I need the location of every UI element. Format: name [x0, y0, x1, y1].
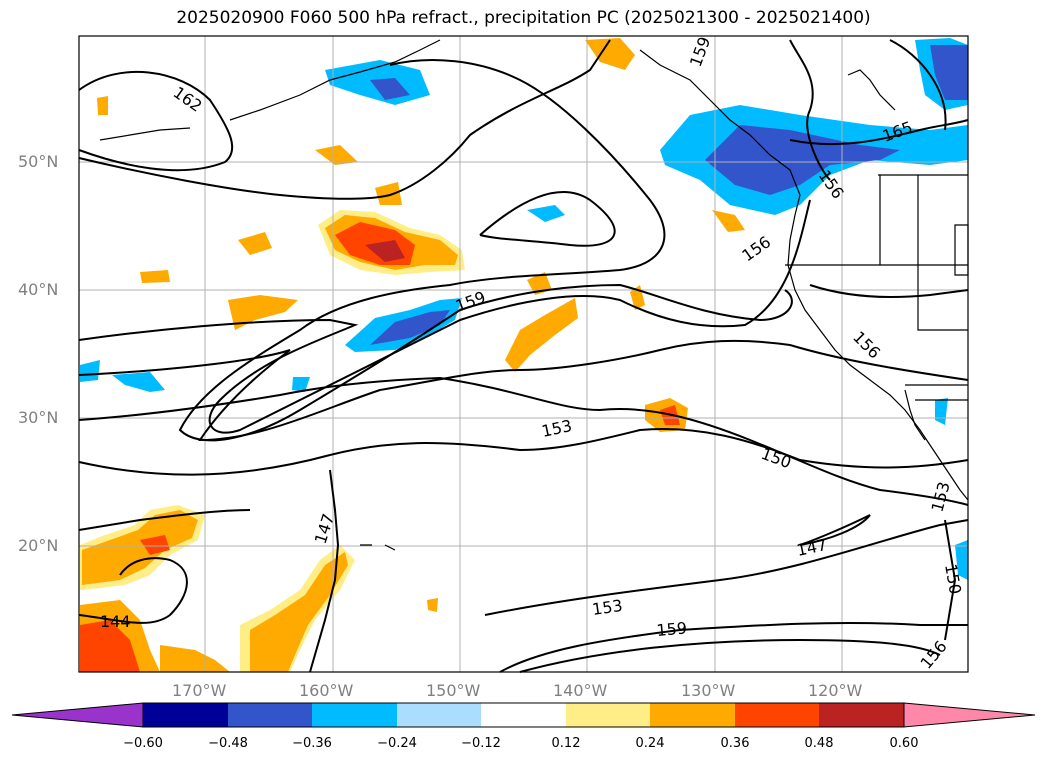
contour-label: 147	[795, 535, 829, 560]
colorbar-tick: −0.48	[208, 736, 248, 751]
colorbar	[11, 702, 1036, 728]
contour-150-east	[944, 519, 957, 641]
contour-label: 162	[170, 83, 206, 116]
lat-lon-grid	[79, 36, 968, 672]
colorbar-segment	[228, 703, 312, 727]
contour-147-se	[799, 514, 871, 546]
colorbar-tick: 0.60	[889, 736, 919, 751]
contour-label: 147	[311, 511, 339, 546]
contour-label: 159	[656, 618, 688, 640]
colorbar-segment	[143, 703, 228, 727]
lat-label-20n: 20°N	[18, 536, 59, 555]
contour-label: 153	[928, 480, 954, 514]
lon-label-140w: 140°W	[553, 681, 608, 700]
lon-label-150w: 150°W	[426, 681, 481, 700]
colorbar-segment	[819, 703, 904, 727]
contour-147	[78, 428, 969, 476]
colorbar-segment	[566, 703, 650, 727]
colorbar-tick: 0.48	[804, 736, 834, 751]
contour-156	[78, 199, 811, 434]
colorbar-tick: 0.12	[551, 736, 581, 751]
colorbar-max-extend	[903, 702, 1036, 728]
lon-label-120w: 120°W	[808, 681, 863, 700]
contour-159-south	[499, 621, 968, 673]
contour-label: 159	[686, 34, 714, 69]
contour-label: 156	[917, 637, 951, 673]
contour-ne	[889, 39, 947, 131]
contour-144	[78, 557, 188, 624]
contour-label: 153	[591, 596, 624, 619]
lat-label-40n: 40°N	[18, 280, 59, 299]
contour-153-south	[484, 519, 969, 616]
contour-156-south	[519, 638, 941, 673]
map-title: 2025020900 F060 500 hPa refract., precip…	[176, 8, 871, 28]
contour-150	[78, 376, 969, 506]
lon-label-130w: 130°W	[681, 681, 736, 700]
contour-label: 153	[540, 416, 574, 441]
contour-153	[78, 339, 969, 442]
colorbar-tick: 0.36	[720, 736, 750, 751]
contour-156-inner	[479, 191, 616, 247]
contour-165	[789, 119, 969, 146]
lat-label-50n: 50°N	[18, 152, 59, 171]
colorbar-segment	[312, 703, 397, 727]
contour-label: 156	[738, 232, 774, 265]
colorbar-segment	[650, 703, 735, 727]
contour-label: 156	[849, 327, 884, 362]
colorbar-tick: −0.12	[461, 736, 501, 751]
colorbar-segment	[397, 703, 481, 727]
contour-147b	[78, 469, 340, 673]
contour-east	[809, 284, 969, 298]
colorbar-segment	[735, 703, 819, 727]
contour-159-north	[78, 39, 611, 200]
lat-label-30n: 30°N	[18, 408, 59, 427]
contour-label: 144	[100, 612, 131, 631]
lon-label-160w: 160°W	[299, 681, 354, 700]
contour-159-loop	[178, 59, 793, 442]
colorbar-tick: −0.24	[377, 736, 417, 751]
colorbar-segment	[481, 703, 566, 727]
contour-162	[78, 70, 234, 172]
colorbar-tick: −0.36	[292, 736, 332, 751]
refractivity-contours	[78, 39, 969, 673]
contour-label: 150	[759, 444, 794, 472]
colorbar-min-extend	[11, 702, 144, 728]
contour-nw	[789, 39, 831, 181]
colorbar-tick: −0.60	[123, 736, 163, 751]
contour-label: 150	[941, 562, 965, 595]
precip-shading	[80, 38, 968, 672]
contour-label: 159	[453, 287, 488, 315]
colorbar-frame	[142, 702, 905, 728]
colorbar-tick: 0.24	[635, 736, 665, 751]
lon-label-170w: 170°W	[172, 681, 227, 700]
map-frame	[78, 35, 969, 673]
